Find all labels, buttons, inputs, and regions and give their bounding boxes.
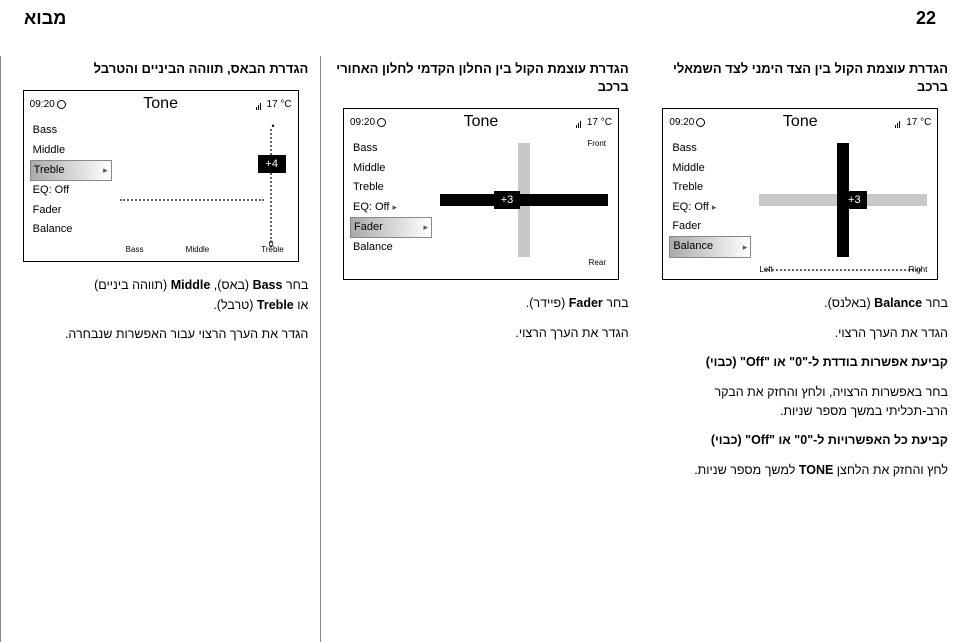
chapter-title: מבוא <box>24 8 66 29</box>
signal-icon <box>895 117 903 128</box>
time-display: 09:20 <box>30 99 66 110</box>
menu-item-middle: Middle <box>350 159 432 178</box>
chevron-right-icon: ▸ <box>393 202 398 212</box>
menu-item-treble-selected: Treble▸ <box>30 160 112 181</box>
clock-icon <box>696 118 705 127</box>
instruction-select: בחר Fader (פיידר). <box>333 294 628 313</box>
temp-display: 17 °C <box>256 99 292 110</box>
menu-item-bass: Bass <box>30 121 112 140</box>
menu-item-treble: Treble <box>350 178 432 197</box>
instruction-set: הגדר את הערך הרצוי. <box>333 324 628 343</box>
instruction-hold-single: בחר באפשרות הרצויה, ולחץ והחזק את הבקר ה… <box>653 383 948 422</box>
screen-title: Tone <box>143 95 178 113</box>
menu-item-bass: Bass <box>350 139 432 158</box>
column-balance: הגדרת עוצמת הקול בין הצד הימני לצד השמאל… <box>641 56 960 642</box>
signal-icon <box>256 99 264 110</box>
signal-icon <box>576 117 584 128</box>
instruction-hold-tone: לחץ והחזק את הלחצן TONE למשך מספר שניות. <box>653 461 948 480</box>
tone-menu: Bass Middle Treble EQ: Off ▸ Fader▸ Bala… <box>350 139 432 257</box>
time-display: 09:20 <box>669 117 705 128</box>
label-front: Front <box>587 139 606 148</box>
label-left: Left <box>759 265 772 274</box>
menu-item-eq: EQ: Off ▸ <box>669 198 751 217</box>
column-fader: הגדרת עוצמת הקול בין החלון הקדמי לחלון ה… <box>320 56 640 642</box>
tone-screenshot-treble: 09:20 Tone 17 °C Bass Middle Treble▸ EQ:… <box>23 90 299 262</box>
axis-label-treble: Treble <box>261 245 283 254</box>
dotted-scale <box>765 269 921 271</box>
tone-menu: Bass Middle Treble EQ: Off ▸ Fader Balan… <box>669 139 751 257</box>
clock-icon <box>377 118 386 127</box>
fader-thumb: +3 <box>494 191 520 209</box>
tone-menu: Bass Middle Treble▸ EQ: Off Fader Balanc… <box>30 121 112 239</box>
slider-thumb: +4 <box>258 155 286 173</box>
subheading-all-off: קביעת כל האפשרויות ל-"0" או "Off" (כבוי) <box>653 431 948 450</box>
balance-thumb: +3 <box>841 191 867 209</box>
temp-display: 17 °C <box>895 117 931 128</box>
time-display: 09:20 <box>350 117 386 128</box>
xy-area-container: Front Rear +3 <box>436 139 612 273</box>
clock-icon <box>57 100 66 109</box>
menu-item-balance-selected: Balance▸ <box>669 236 751 257</box>
instruction-set: הגדר את הערך הרצוי. <box>653 324 948 343</box>
label-right: Right <box>909 265 928 274</box>
menu-item-eq: EQ: Off <box>30 181 112 200</box>
crosshair-horizontal <box>440 194 608 206</box>
slider-dot-top: • <box>272 121 275 131</box>
page-header: 22 מבוא <box>0 8 960 29</box>
chevron-right-icon: ▸ <box>712 202 717 212</box>
tone-screenshot-fader: 09:20 Tone 17 °C Bass Middle Treble EQ: … <box>343 108 619 280</box>
chevron-right-icon: ▸ <box>743 241 748 254</box>
menu-item-middle: Middle <box>669 159 751 178</box>
fader-crosshair: Front Rear +3 <box>440 143 608 257</box>
dotted-baseline <box>120 199 264 201</box>
menu-item-fader: Fader <box>669 217 751 236</box>
label-rear: Rear <box>589 258 606 267</box>
section-title: הגדרת עוצמת הקול בין הצד הימני לצד השמאל… <box>653 60 948 96</box>
column-bass-mid-treble: הגדרת הבאס, תווהה הביניים והטרבל 09:20 T… <box>0 56 320 642</box>
axis-label-bass: Bass <box>126 245 144 254</box>
section-title: הגדרת עוצמת הקול בין החלון הקדמי לחלון ה… <box>333 60 628 96</box>
menu-item-fader: Fader <box>30 201 112 220</box>
screen-title: Tone <box>464 113 499 131</box>
xy-area-container: +3 Left Right <box>755 139 931 273</box>
chevron-right-icon: ▸ <box>423 221 428 234</box>
screen-title: Tone <box>783 113 818 131</box>
menu-item-middle: Middle <box>30 141 112 160</box>
subheading-single-off: קביעת אפשרות בודדת ל-"0" או "Off" (כבוי) <box>653 353 948 372</box>
page-number: 22 <box>916 8 936 29</box>
instruction-select: בחר Balance (באלנס). <box>653 294 948 313</box>
section-title: הגדרת הבאס, תווהה הביניים והטרבל <box>13 60 308 78</box>
screenshot-topbar: 09:20 Tone 17 °C <box>669 113 931 131</box>
menu-item-eq: EQ: Off ▸ <box>350 198 432 217</box>
chevron-right-icon: ▸ <box>103 164 108 177</box>
temp-display: 17 °C <box>576 117 612 128</box>
menu-item-bass: Bass <box>669 139 751 158</box>
axis-label-middle: Middle <box>186 245 210 254</box>
menu-item-treble: Treble <box>669 178 751 197</box>
instruction-set: הגדר את הערך הרצוי עבור האפשרות שנבחרה. <box>13 325 308 344</box>
menu-item-balance: Balance <box>350 238 432 257</box>
slider-area: • 0 +4 Bass Middle Treble <box>116 121 292 255</box>
instruction-select: בחר Bass (באס), Middle (תווהה ביניים) או… <box>13 276 308 315</box>
menu-item-balance: Balance <box>30 220 112 239</box>
balance-crosshair: +3 <box>759 143 927 257</box>
screenshot-topbar: 09:20 Tone 17 °C <box>30 95 292 113</box>
tone-screenshot-balance: 09:20 Tone 17 °C Bass Middle Treble EQ: … <box>662 108 938 280</box>
vertical-slider-track: • 0 +4 <box>270 129 272 247</box>
screenshot-topbar: 09:20 Tone 17 °C <box>350 113 612 131</box>
menu-item-fader-selected: Fader▸ <box>350 217 432 238</box>
